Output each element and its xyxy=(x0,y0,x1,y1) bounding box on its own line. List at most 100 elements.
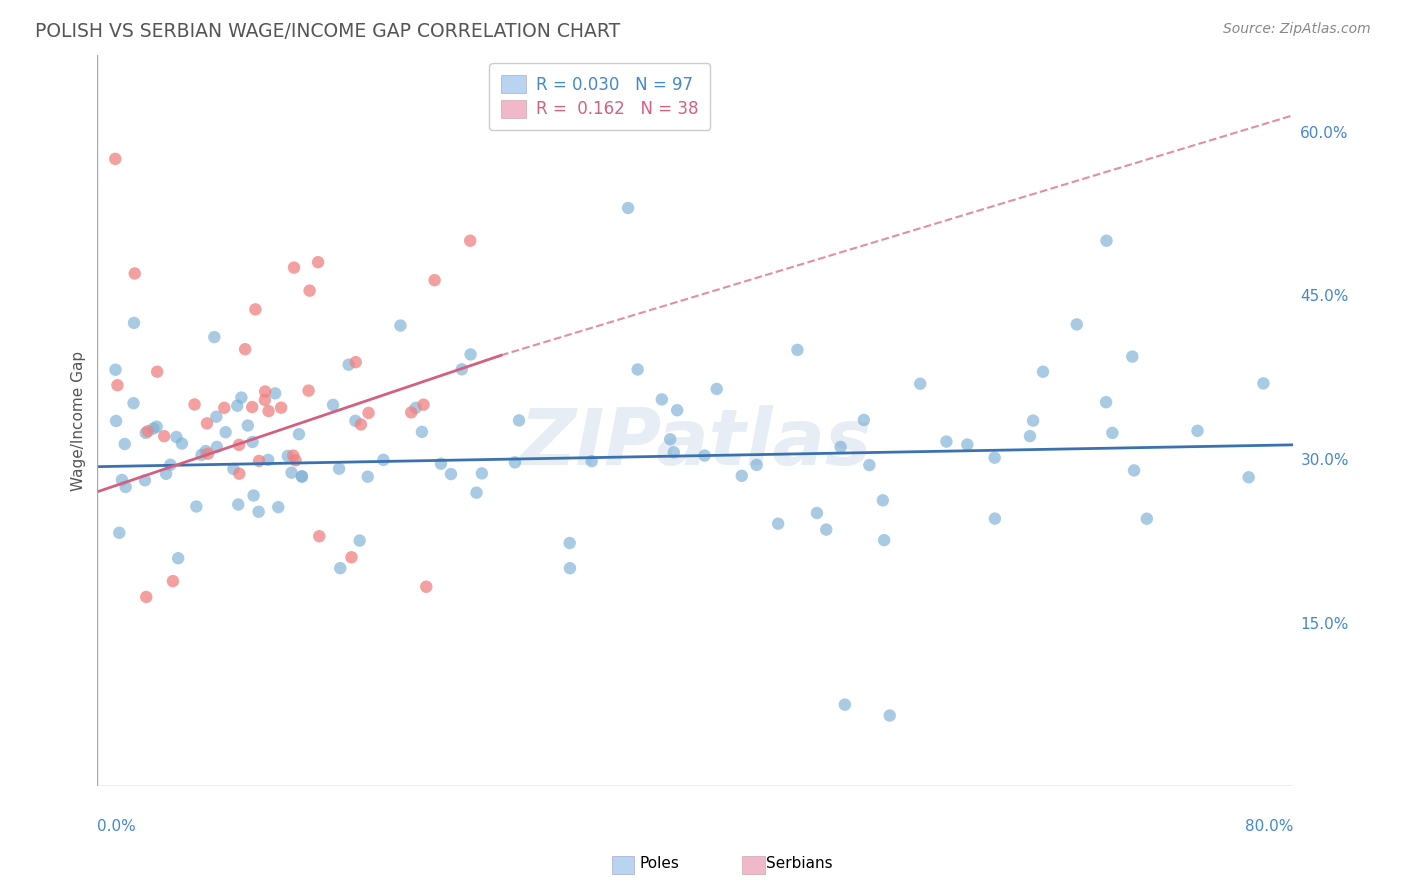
Point xyxy=(666,403,689,417)
Point xyxy=(627,362,650,376)
Point xyxy=(142,421,165,435)
Point xyxy=(465,485,488,500)
Point xyxy=(284,453,307,467)
Point xyxy=(830,440,852,454)
Point xyxy=(167,551,190,566)
Point xyxy=(693,449,716,463)
Point xyxy=(257,404,280,418)
Point xyxy=(202,330,225,344)
Point xyxy=(340,550,363,565)
Point xyxy=(503,455,526,469)
Point xyxy=(288,427,311,442)
Point xyxy=(1095,395,1118,409)
Point xyxy=(159,458,181,472)
Point xyxy=(228,467,250,481)
Point xyxy=(194,444,217,458)
Point xyxy=(136,424,159,438)
Point xyxy=(373,453,395,467)
Point xyxy=(1136,512,1159,526)
Point xyxy=(328,461,350,475)
Point xyxy=(283,260,305,275)
Text: 0.0%: 0.0% xyxy=(97,820,136,834)
Text: 80.0%: 80.0% xyxy=(1244,820,1294,834)
Point xyxy=(247,505,270,519)
Point xyxy=(253,392,276,407)
Point xyxy=(165,430,187,444)
Point xyxy=(411,425,433,439)
Point xyxy=(122,316,145,330)
Point xyxy=(852,413,875,427)
Text: Serbians: Serbians xyxy=(766,856,832,871)
Point xyxy=(834,698,856,712)
Point xyxy=(423,273,446,287)
Point xyxy=(1066,318,1088,332)
Point xyxy=(155,467,177,481)
Point xyxy=(291,469,314,483)
Point xyxy=(458,234,481,248)
Point xyxy=(307,255,329,269)
Point xyxy=(879,708,901,723)
Point xyxy=(270,401,292,415)
Point xyxy=(450,362,472,376)
Point xyxy=(558,536,581,550)
Point xyxy=(935,434,957,449)
Point xyxy=(197,447,219,461)
Point xyxy=(745,458,768,472)
Point xyxy=(405,401,427,415)
Point xyxy=(114,437,136,451)
Point xyxy=(910,376,932,391)
Point xyxy=(440,467,463,481)
Point xyxy=(254,384,277,399)
Point xyxy=(135,590,157,604)
Text: ZIPatlas: ZIPatlas xyxy=(519,405,872,481)
Y-axis label: Wage/Income Gap: Wage/Income Gap xyxy=(72,351,86,491)
Point xyxy=(412,398,434,412)
Text: POLISH VS SERBIAN WAGE/INCOME GAP CORRELATION CHART: POLISH VS SERBIAN WAGE/INCOME GAP CORREL… xyxy=(35,22,620,41)
Legend: R = 0.030   N = 97, R =  0.162   N = 38: R = 0.030 N = 97, R = 0.162 N = 38 xyxy=(489,63,710,130)
Point xyxy=(873,533,896,548)
Point xyxy=(257,453,280,467)
Point xyxy=(283,449,305,463)
Point xyxy=(277,449,299,463)
Point xyxy=(308,529,330,543)
Point xyxy=(226,498,249,512)
Point xyxy=(104,362,127,376)
Point xyxy=(226,399,249,413)
Point xyxy=(195,417,218,431)
Point xyxy=(651,392,673,407)
Point xyxy=(104,152,127,166)
Point xyxy=(233,342,256,356)
Point xyxy=(415,580,437,594)
Point xyxy=(460,347,482,361)
Point xyxy=(617,201,640,215)
Point xyxy=(245,302,267,317)
Point xyxy=(135,425,157,440)
Point xyxy=(186,500,208,514)
Point xyxy=(1019,429,1042,443)
Point xyxy=(228,438,250,452)
Point xyxy=(508,413,530,427)
Point xyxy=(162,574,184,588)
Point xyxy=(247,454,270,468)
Point xyxy=(659,432,682,446)
Point xyxy=(280,466,302,480)
Point xyxy=(291,469,314,483)
Point xyxy=(731,468,754,483)
Point xyxy=(190,448,212,462)
Point xyxy=(114,480,136,494)
Point xyxy=(297,384,319,398)
Point xyxy=(134,473,156,487)
Point xyxy=(298,284,321,298)
Point xyxy=(236,418,259,433)
Point xyxy=(1237,470,1260,484)
Point xyxy=(956,437,979,451)
Point xyxy=(1095,234,1118,248)
Point xyxy=(766,516,789,531)
Point xyxy=(349,533,371,548)
Point xyxy=(344,414,367,428)
Point xyxy=(357,469,380,483)
Point xyxy=(212,401,235,415)
Point xyxy=(222,462,245,476)
Point xyxy=(1022,414,1045,428)
Point xyxy=(337,358,360,372)
